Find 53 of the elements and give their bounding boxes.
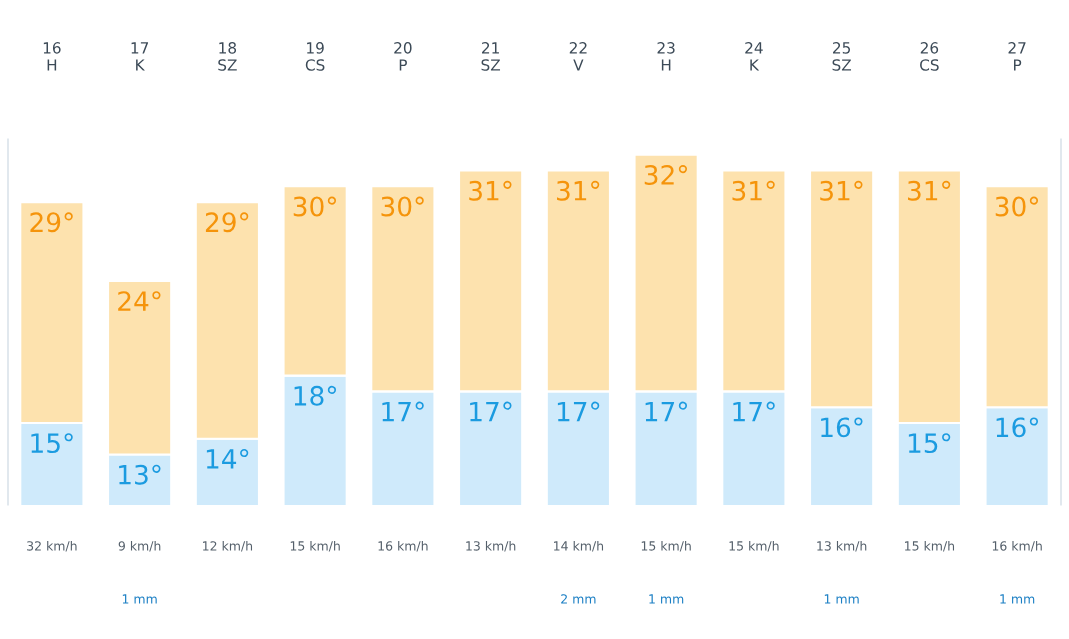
text: 15 km/h [290, 540, 340, 552]
x-tick-label: 25 SZ [832, 42, 852, 71]
text: 13 km/h [817, 540, 867, 552]
total-label: 31° [469, 180, 512, 201]
x-tick-label: 22 V [569, 42, 587, 71]
data-label: 18° [294, 385, 336, 406]
data-label: 13° [119, 464, 161, 485]
text: 14 km/h [554, 540, 604, 552]
text: 15 km/h [641, 540, 691, 552]
data-label: 17° [557, 401, 600, 422]
x-tick-label: 19 CS [305, 42, 325, 71]
x-tick-label: 16 H [43, 42, 61, 71]
data-label: 14° [206, 448, 249, 469]
total-label: 24° [118, 291, 161, 311]
x-tick-label: 26 CS [920, 42, 939, 71]
total-label: 31° [732, 180, 775, 201]
x-tick-label: 21 SZ [481, 42, 501, 71]
data-label: 16° [821, 417, 863, 438]
total-label: 29° [30, 212, 73, 233]
text: 12 km/h [203, 540, 253, 552]
text: 1 mm [1000, 594, 1035, 604]
total-label: 30° [995, 196, 1038, 217]
total-label: 29° [205, 212, 249, 233]
data-label: 17° [645, 401, 687, 422]
text: 13 km/h [466, 540, 516, 552]
data-label: 17° [470, 401, 512, 422]
x-tick-label: 18 SZ [218, 42, 237, 71]
x-tick-label: 27 P [1008, 42, 1026, 71]
text: 16 km/h [992, 540, 1042, 552]
total-label: 31° [820, 180, 863, 201]
total-label: 30° [381, 196, 424, 217]
text: 1 mm [649, 594, 684, 604]
x-tick-label: 17 K [131, 42, 149, 71]
data-label: 17° [733, 401, 775, 422]
text: 2 mm [561, 594, 596, 604]
text: 1 mm [122, 594, 157, 604]
data-label: 15° [908, 433, 951, 454]
text: 15 km/h [905, 540, 955, 552]
text: 16 km/h [378, 540, 428, 552]
total-label: 30° [293, 196, 336, 217]
text: 32 km/h [27, 540, 77, 552]
total-label: 31° [557, 180, 600, 201]
text: 9 km/h [118, 540, 161, 552]
total-label: 32° [644, 164, 687, 185]
x-tick-label: 20 P [394, 42, 412, 71]
data-label: 16° [996, 417, 1038, 438]
total-label: 31° [908, 180, 951, 201]
text: 1 mm [824, 594, 859, 604]
x-tick-label: 23 H [657, 42, 675, 71]
data-label: 15° [31, 433, 73, 454]
x-tick-label: 24 K [745, 42, 763, 71]
text: 15 km/h [729, 540, 779, 552]
data-label: 17° [382, 401, 424, 422]
